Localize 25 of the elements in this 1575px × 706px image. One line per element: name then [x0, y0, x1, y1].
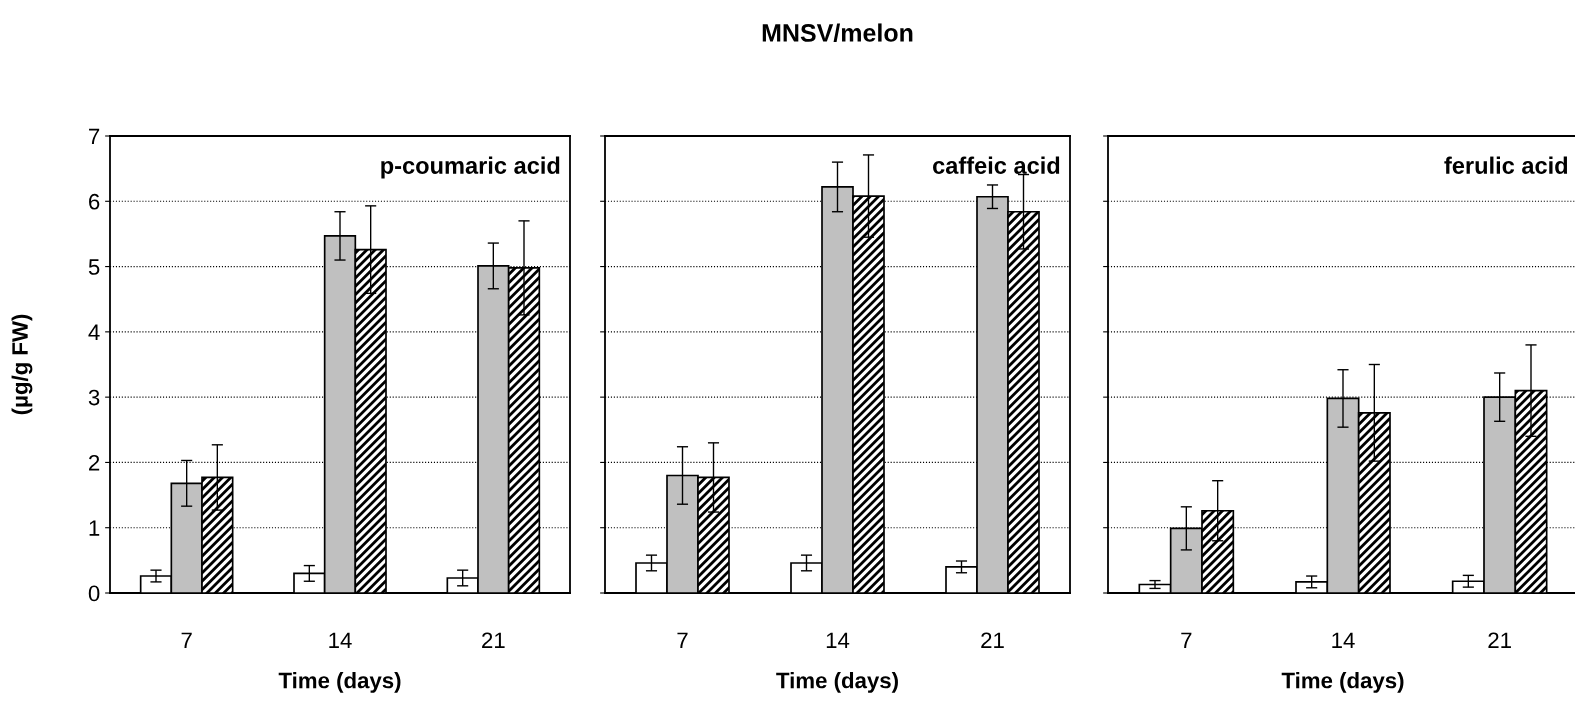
x-tick-label: 7 — [677, 632, 688, 648]
annotation: p-coumaric acid — [381, 156, 560, 179]
y-tick-label: 1 — [89, 520, 100, 536]
chart-title: MNSV/melon — [762, 23, 913, 43]
y-tick-label: 3 — [88, 389, 100, 406]
annotation: ferulic acid — [1444, 156, 1568, 174]
x-tick-label: 7 — [1181, 632, 1192, 648]
x-tick-label: 14 — [826, 632, 850, 648]
x-tick-label: 7 — [181, 632, 192, 648]
y-tick-label: 4 — [88, 324, 100, 340]
x-tick-label: 21 — [1488, 632, 1511, 648]
x-tick-label: 14 — [1332, 632, 1355, 648]
y-tick-label: 7 — [89, 128, 100, 145]
y-tick-label: 6 — [89, 193, 100, 210]
annotation: caffeic acid — [933, 156, 1060, 174]
x-axis-title: Time (days) — [1281, 672, 1404, 693]
x-tick-label: 14 — [329, 632, 352, 648]
x-tick-label: 21 — [482, 632, 505, 648]
x-axis-title: Time (days) — [776, 672, 898, 693]
y-tick-label: 2 — [89, 454, 100, 471]
y-tick-label: 5 — [88, 259, 100, 275]
y-axis-title: (µg/g FW) — [11, 314, 33, 415]
x-tick-label: 21 — [981, 632, 1004, 648]
x-axis-title: Time (days) — [278, 672, 401, 693]
y-tick-label: 0 — [88, 585, 100, 602]
